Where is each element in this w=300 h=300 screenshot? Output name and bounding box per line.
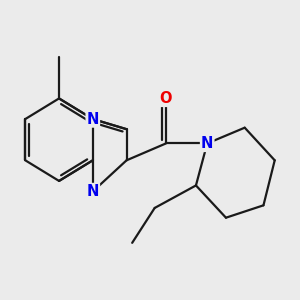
Text: N: N: [87, 112, 99, 127]
Text: O: O: [160, 91, 172, 106]
Text: N: N: [201, 136, 213, 151]
Text: N: N: [87, 184, 99, 199]
